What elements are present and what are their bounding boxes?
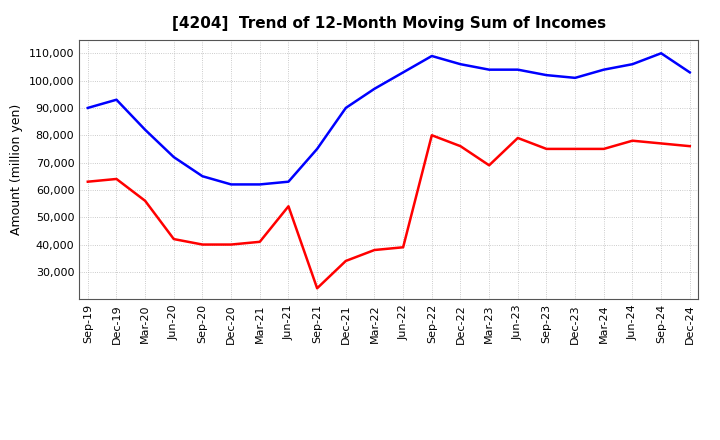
Ordinary Income [428, 53, 436, 59]
Net Income [513, 136, 522, 141]
Ordinary Income [600, 67, 608, 72]
Net Income [112, 176, 121, 182]
Net Income [571, 146, 580, 151]
Ordinary Income [542, 73, 551, 78]
Line: Ordinary Income: Ordinary Income [88, 53, 690, 184]
Ordinary Income [141, 127, 150, 132]
Net Income [628, 138, 636, 143]
Ordinary Income [198, 174, 207, 179]
Net Income [485, 163, 493, 168]
Ordinary Income [571, 75, 580, 81]
Ordinary Income [341, 105, 350, 110]
Ordinary Income [370, 86, 379, 92]
Net Income [370, 247, 379, 253]
Net Income [169, 236, 178, 242]
Ordinary Income [256, 182, 264, 187]
Ordinary Income [112, 97, 121, 103]
Ordinary Income [399, 70, 408, 75]
Ordinary Income [685, 70, 694, 75]
Net Income [341, 258, 350, 264]
Ordinary Income [657, 51, 665, 56]
Net Income [685, 143, 694, 149]
Net Income [84, 179, 92, 184]
Net Income [456, 143, 465, 149]
Net Income [227, 242, 235, 247]
Ordinary Income [628, 62, 636, 67]
Ordinary Income [513, 67, 522, 72]
Title: [4204]  Trend of 12-Month Moving Sum of Incomes: [4204] Trend of 12-Month Moving Sum of I… [172, 16, 606, 32]
Y-axis label: Amount (million yen): Amount (million yen) [10, 104, 23, 235]
Ordinary Income [284, 179, 293, 184]
Ordinary Income [169, 154, 178, 160]
Net Income [284, 204, 293, 209]
Net Income [312, 286, 321, 291]
Net Income [657, 141, 665, 146]
Ordinary Income [227, 182, 235, 187]
Net Income [256, 239, 264, 245]
Ordinary Income [84, 105, 92, 110]
Ordinary Income [456, 62, 465, 67]
Net Income [428, 132, 436, 138]
Line: Net Income: Net Income [88, 135, 690, 288]
Net Income [198, 242, 207, 247]
Ordinary Income [312, 146, 321, 151]
Ordinary Income [485, 67, 493, 72]
Net Income [600, 146, 608, 151]
Net Income [399, 245, 408, 250]
Net Income [141, 198, 150, 203]
Net Income [542, 146, 551, 151]
